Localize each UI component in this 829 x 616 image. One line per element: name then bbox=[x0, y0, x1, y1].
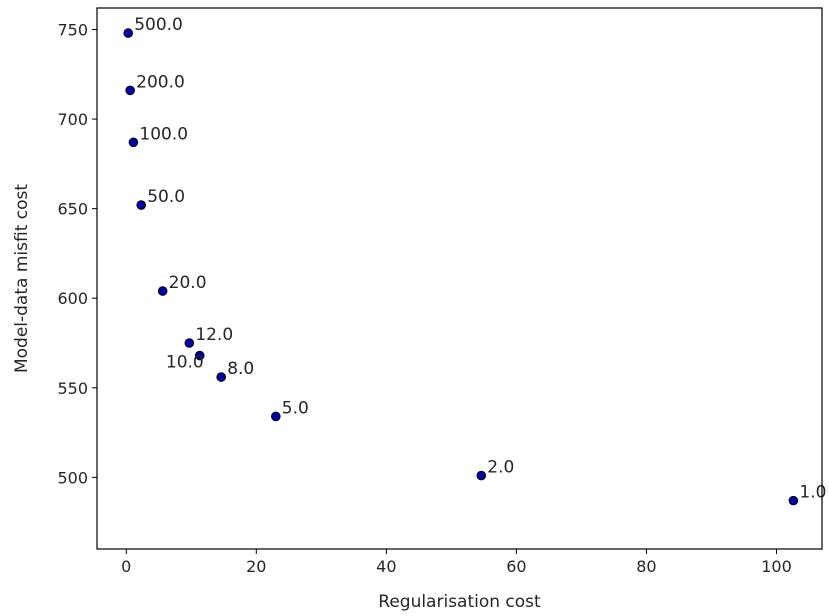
x-tick-label: 80 bbox=[636, 557, 656, 576]
x-tick-label: 40 bbox=[376, 557, 396, 576]
y-tick-label: 650 bbox=[57, 200, 88, 219]
data-point bbox=[788, 495, 799, 506]
data-point bbox=[123, 28, 134, 38]
y-tick-label: 750 bbox=[57, 20, 88, 39]
y-tick-label: 600 bbox=[57, 289, 88, 308]
data-point-label: 2.0 bbox=[487, 458, 514, 478]
data-point-label: 50.0 bbox=[147, 187, 185, 207]
points-layer: 500.0 200.0 100.0 50.0 20.0 12.0 10.0 8.0 5.0 2.0… bbox=[123, 15, 826, 506]
data-point-label: 8.0 bbox=[227, 359, 254, 379]
x-tick-label: 20 bbox=[246, 557, 266, 576]
data-point-label: 5.0 bbox=[282, 398, 309, 418]
data-point-label: 20.0 bbox=[169, 273, 207, 293]
data-point-label: 10.0 bbox=[166, 353, 204, 373]
y-tick-label: 550 bbox=[57, 379, 88, 398]
data-point bbox=[125, 85, 135, 96]
y-tick-label: 700 bbox=[57, 110, 88, 129]
x-tick-label: 100 bbox=[761, 557, 792, 576]
data-point-label: 200.0 bbox=[136, 72, 185, 92]
data-point-label: 500.0 bbox=[134, 15, 183, 35]
data-point bbox=[184, 338, 195, 348]
data-point bbox=[157, 286, 168, 296]
y-tick-label: 500 bbox=[57, 468, 88, 487]
data-point bbox=[476, 470, 487, 481]
x-tick-label: 60 bbox=[506, 557, 526, 576]
x-tick-label: 0 bbox=[121, 557, 131, 576]
ticks-layer: 0 20 40 60 80 100 500 550 600 650 700 750 bbox=[57, 20, 791, 576]
data-point bbox=[271, 411, 281, 422]
data-point-label: 100.0 bbox=[139, 124, 188, 144]
data-point bbox=[194, 350, 205, 361]
y-axis-label: Model-data misfit cost bbox=[12, 184, 32, 373]
data-point bbox=[216, 372, 226, 382]
data-point bbox=[136, 200, 147, 210]
data-point bbox=[128, 137, 139, 148]
data-point-label: 12.0 bbox=[195, 325, 233, 345]
data-point-label: 1.0 bbox=[799, 483, 826, 503]
x-axis-label: Regularisation cost bbox=[378, 592, 541, 612]
plot-frame bbox=[96, 7, 823, 550]
